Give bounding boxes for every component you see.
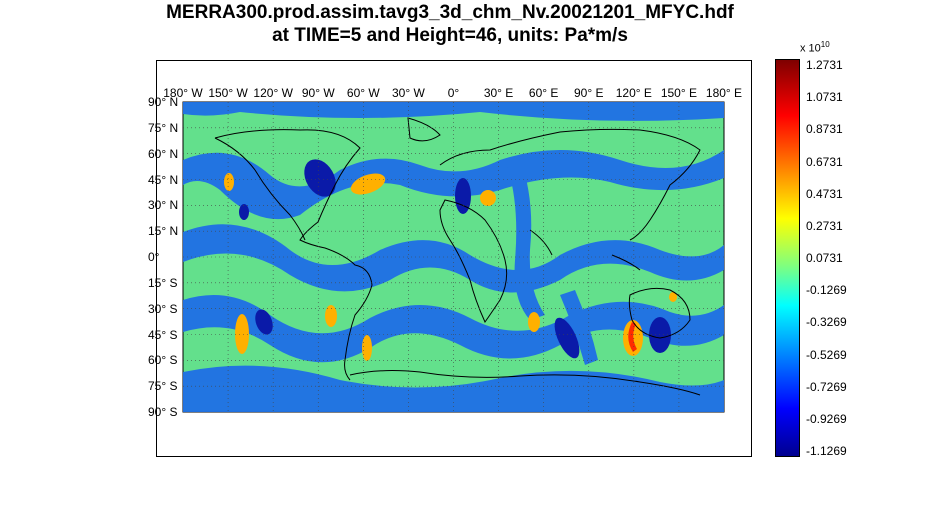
- latitude-label: 0°: [148, 250, 160, 264]
- colorbar-tick-label: 0.2731: [806, 218, 843, 233]
- low-cores: [239, 159, 671, 359]
- low-core-africa: [455, 178, 471, 214]
- low-core-south-pacific: [255, 309, 273, 335]
- colorbar-tick-label: -0.1269: [806, 283, 847, 298]
- longitude-label: 150° E: [660, 86, 697, 100]
- longitude-label: 90° W: [301, 86, 335, 100]
- colorbar-tick-label: 0.6731: [806, 154, 843, 169]
- colorbar-exponent-label: x 10: [800, 42, 821, 55]
- high-core-mediterranean: [480, 190, 496, 206]
- longitude-label: 150° W: [208, 86, 248, 100]
- latitude-label: 90° N: [148, 95, 179, 109]
- colorbar: [775, 59, 800, 457]
- latitude-label: 75° S: [148, 379, 178, 394]
- longitude-label: 60° W: [346, 86, 380, 100]
- latitude-label: 30° N: [148, 198, 179, 213]
- high-core-pacific-north: [224, 173, 234, 191]
- colorbar-tick-label: 0.4731: [806, 186, 843, 201]
- latitude-label: 15° S: [148, 275, 178, 290]
- high-core-south-pacific-2: [325, 305, 337, 327]
- peak-core-australia-south: [628, 322, 637, 352]
- low-core-north-america: [304, 159, 336, 197]
- high-core-atlantic: [350, 173, 386, 195]
- low-core-australia: [649, 317, 671, 353]
- longitude-label: 180° E: [705, 86, 743, 100]
- latitude-label: 60° S: [148, 353, 178, 368]
- latitude-label: 60° N: [148, 146, 179, 161]
- low-core-small: [239, 204, 249, 220]
- colorbar-tick-label: -1.1269: [806, 444, 847, 458]
- coastlines: [214, 117, 701, 396]
- longitude-label: 30° W: [392, 86, 425, 100]
- longitude-label: 90° E: [574, 86, 604, 100]
- longitude-label: 180° W: [163, 86, 203, 100]
- latitude-label: 45° N: [148, 172, 179, 187]
- colorbar-exponent: x 1010: [800, 40, 830, 55]
- high-core-indian-ocean: [528, 312, 540, 332]
- longitude-label: 0°: [447, 86, 460, 100]
- high-core-south-pacific-1: [235, 314, 249, 354]
- longitude-label: 60° E: [528, 86, 559, 100]
- longitude-label: 30° E: [483, 86, 514, 100]
- latitude-label: 15° N: [148, 224, 179, 239]
- plot-title-line2: at TIME=5 and Height=46, units: Pa*m/s: [272, 25, 628, 46]
- longitude-label: 120° E: [615, 86, 652, 100]
- latitude-label: 45° S: [148, 327, 178, 342]
- colorbar-tick-label: 0.0731: [806, 251, 843, 265]
- low-core-indian-ocean: [554, 317, 580, 359]
- latitude-label: 30° S: [148, 301, 178, 316]
- longitude-label: 120° W: [253, 86, 293, 100]
- colorbar-tick-label: 1.0731: [806, 90, 843, 105]
- high-core-australia-west: [669, 292, 677, 302]
- latitude-label: 75° N: [148, 120, 179, 135]
- high-core-south-atlantic: [362, 335, 372, 361]
- colorbar-tick-label: 1.2731: [806, 58, 843, 72]
- colorbar-tick-label: -0.3269: [806, 315, 847, 330]
- plot-title-line1: MERRA300.prod.assim.tavg3_3d_chm_Nv.2002…: [166, 2, 734, 23]
- colorbar-tick-label: -0.7269: [806, 379, 847, 394]
- colorbar-tick-label: -0.9269: [806, 411, 847, 426]
- colorbar-tick-label: -0.5269: [806, 347, 847, 362]
- colorbar-tick-label: 0.8731: [806, 122, 843, 137]
- latitude-label: 90° S: [148, 405, 178, 419]
- colorbar-exponent-power: 10: [820, 40, 830, 49]
